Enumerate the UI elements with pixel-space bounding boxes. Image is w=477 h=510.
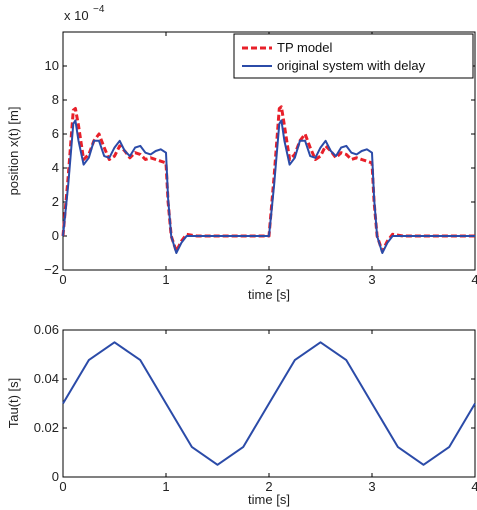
y-tick-label: 2: [52, 194, 59, 209]
x-tick-label: 0: [59, 479, 66, 494]
x-tick-label: 4: [471, 479, 477, 494]
position-scale-prefix: x 10: [64, 8, 89, 23]
legend-original-label: original system with delay: [277, 58, 426, 73]
y-tick-label: 10: [45, 58, 59, 73]
tau-y-axis-label: Tau(t) [s]: [6, 378, 21, 429]
x-tick-label: 3: [368, 479, 375, 494]
x-tick-label: 2: [265, 272, 272, 287]
legend-tp-model-label: TP model: [277, 40, 333, 55]
y-tick-label: 0.06: [34, 322, 59, 337]
tau-chart: 0 1 2 3 4 0 0.02 0.04 0.06 time [s] Tau(t) [s]: [6, 322, 477, 507]
y-tick-label: 4: [52, 160, 59, 175]
x-tick-label: 4: [471, 272, 477, 287]
y-tick-label: 0: [52, 469, 59, 484]
position-scale-exponent: −4: [93, 4, 105, 15]
y-tick-label: 8: [52, 92, 59, 107]
x-tick-label: 1: [162, 479, 169, 494]
tau-series: [62, 341, 476, 466]
position-y-axis-label: position x(t) [m]: [6, 107, 21, 196]
original-system-line: [62, 119, 475, 254]
x-tick-label: 3: [368, 272, 375, 287]
x-tick-label: 1: [162, 272, 169, 287]
y-tick-label: 0.04: [34, 371, 59, 386]
x-tick-label: 0: [59, 272, 66, 287]
tau-line: [62, 341, 476, 466]
position-x-axis-label: time [s]: [248, 287, 290, 302]
tau-x-axis-label: time [s]: [248, 492, 290, 507]
position-series: [61, 105, 475, 254]
y-tick-label: 6: [52, 126, 59, 141]
legend-box: [233, 33, 474, 79]
y-tick-label: 0.02: [34, 420, 59, 435]
y-tick-label: −2: [44, 262, 59, 277]
x-tick-label: 2: [265, 479, 272, 494]
y-tick-label: 0: [52, 228, 59, 243]
tau-ticks: 0 1 2 3 4 0 0.02 0.04 0.06: [34, 322, 477, 494]
legend: TP model original system with delay: [233, 33, 474, 79]
